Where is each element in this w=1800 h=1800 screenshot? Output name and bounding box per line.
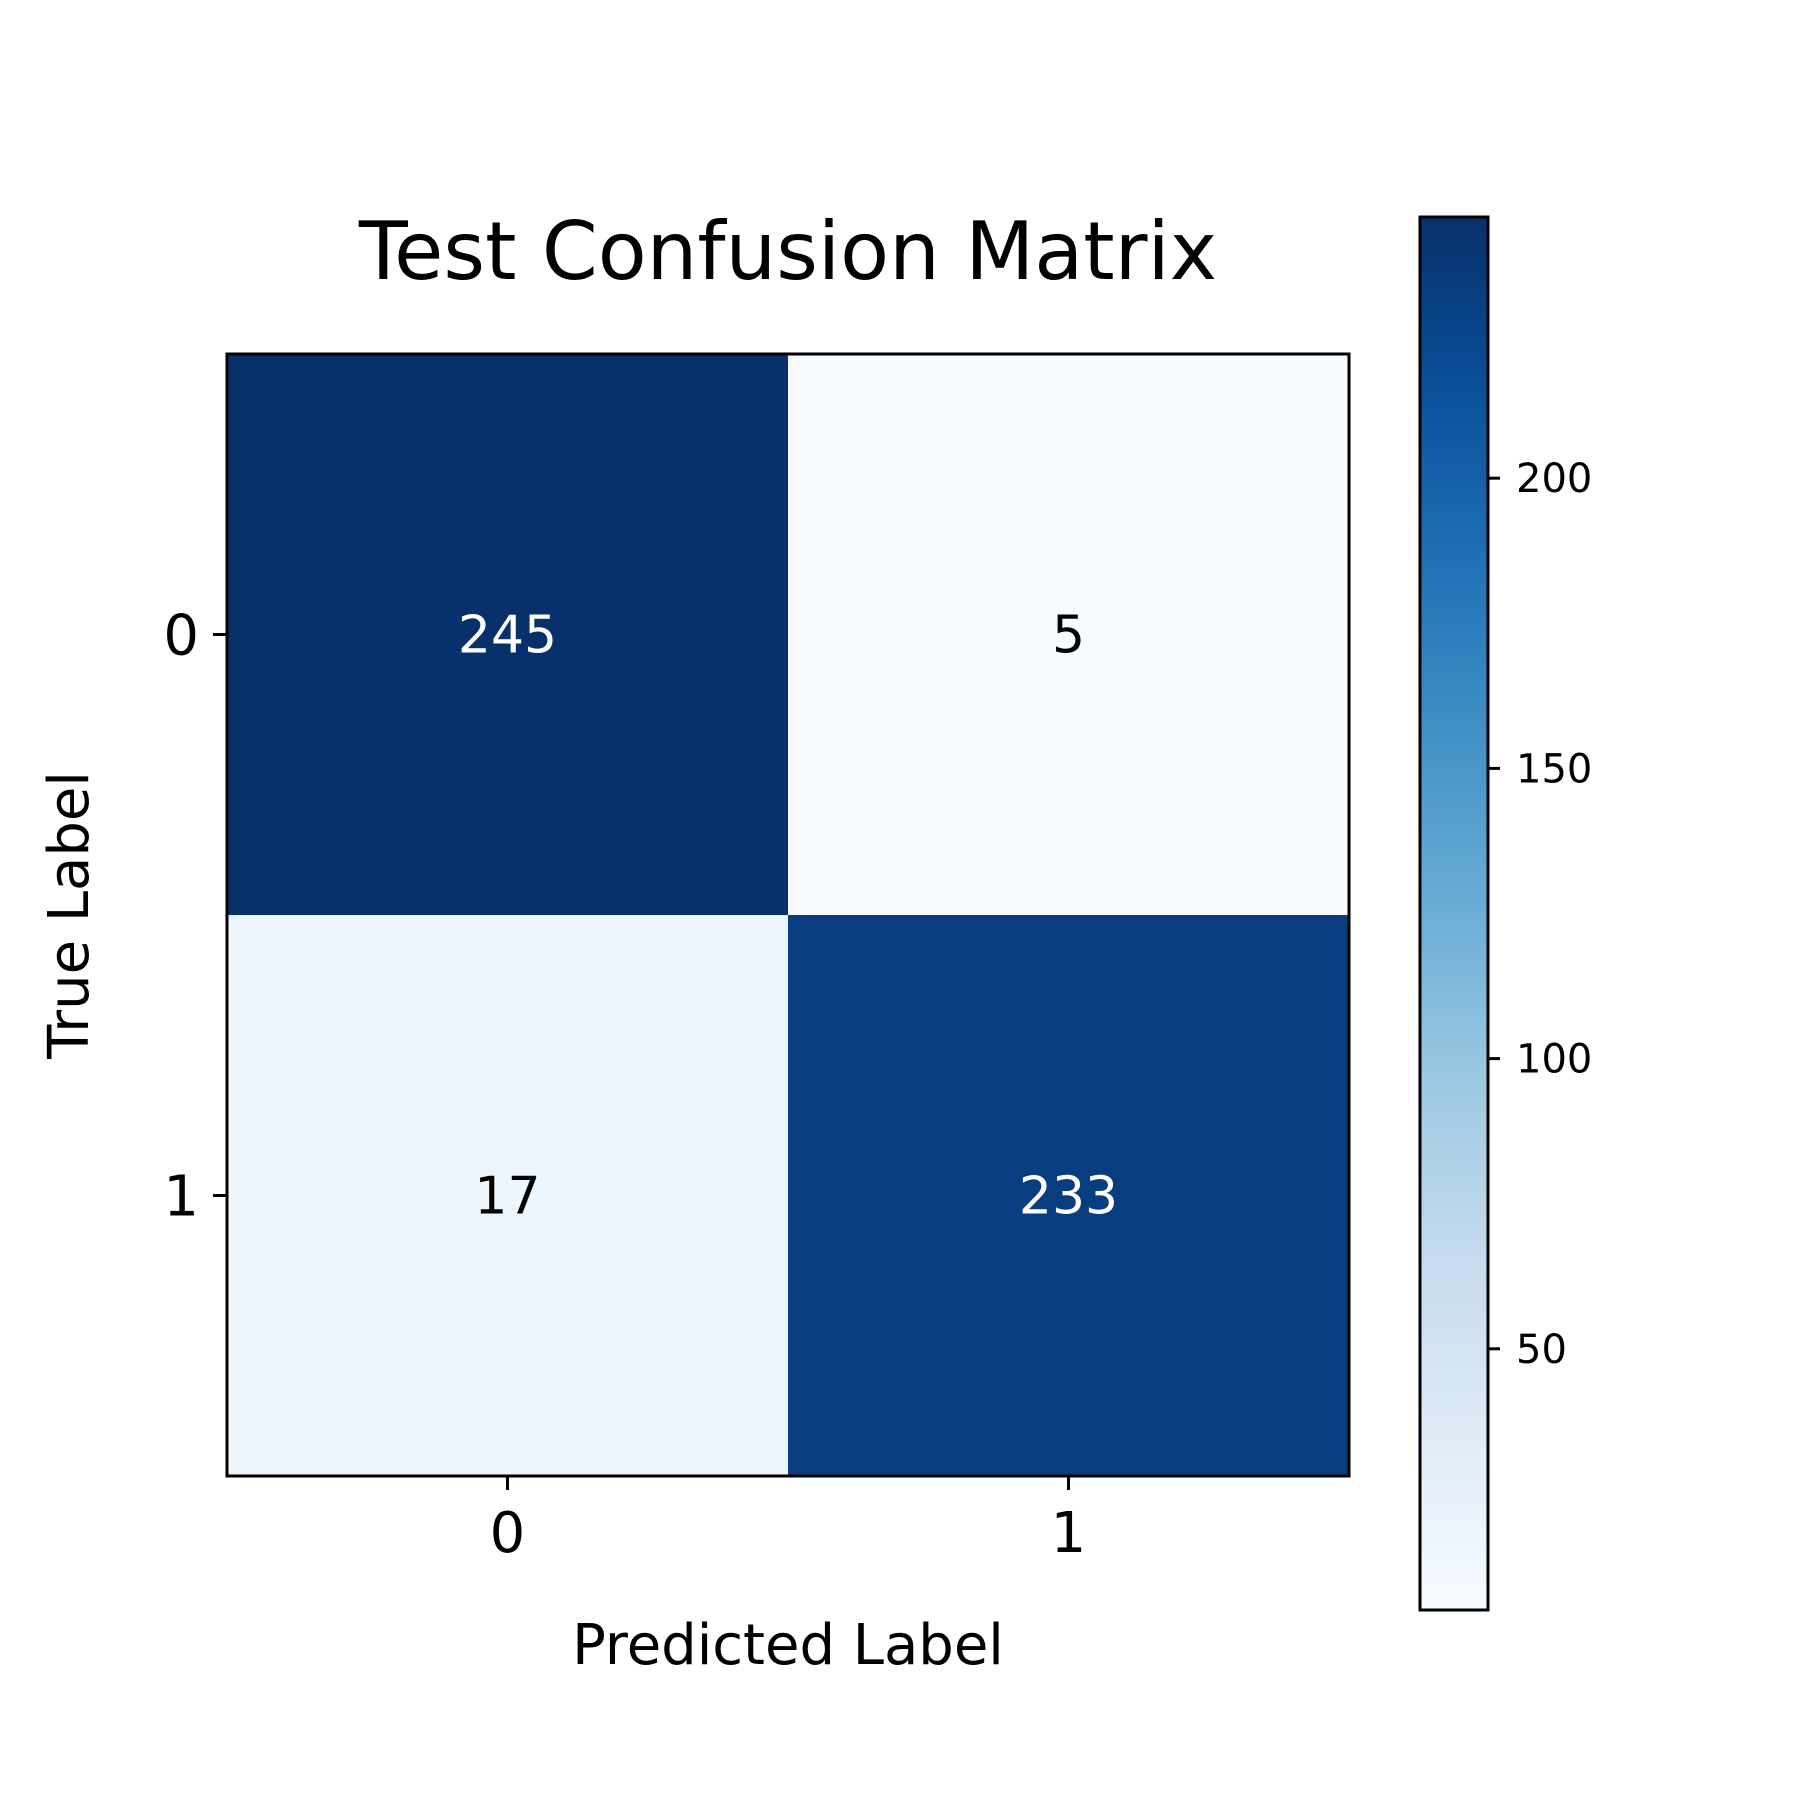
x-axis-label: Predicted Label — [572, 1613, 1004, 1678]
heatmap-cell — [788, 915, 1350, 1477]
colorbar — [1420, 217, 1488, 1610]
heatmap-cell-labels: 245 5 17 233 — [458, 606, 1118, 1227]
colorbar-tick-label: 150 — [1516, 746, 1592, 792]
colorbar-ticks: 50 100 150 200 — [1488, 456, 1592, 1373]
cell-value-label: 245 — [458, 606, 557, 666]
x-tick-label: 1 — [1051, 1501, 1087, 1566]
cell-value-label: 17 — [474, 1167, 540, 1227]
y-axis-label: True Label — [37, 771, 102, 1060]
plot-frame — [225, 352, 1351, 1478]
colorbar-frame — [1418, 215, 1490, 1612]
cell-value-label: 5 — [1052, 606, 1085, 666]
y-tick-label: 1 — [163, 1165, 199, 1230]
heatmap-cells — [227, 354, 1350, 1477]
y-axis-ticks: 01 — [163, 604, 227, 1230]
colorbar-tick-label: 100 — [1516, 1037, 1592, 1083]
colorbar-tick-label: 50 — [1516, 1327, 1567, 1373]
colorbar-tick-label: 200 — [1516, 456, 1592, 502]
heatmap-cell — [227, 915, 789, 1477]
y-tick-label: 0 — [163, 604, 199, 669]
heatmap-cell — [227, 354, 789, 916]
chart-title: Test Confusion Matrix — [358, 205, 1217, 298]
x-tick-label: 0 — [490, 1501, 526, 1566]
heatmap-cell — [788, 354, 1350, 916]
cell-value-label: 233 — [1019, 1167, 1118, 1227]
